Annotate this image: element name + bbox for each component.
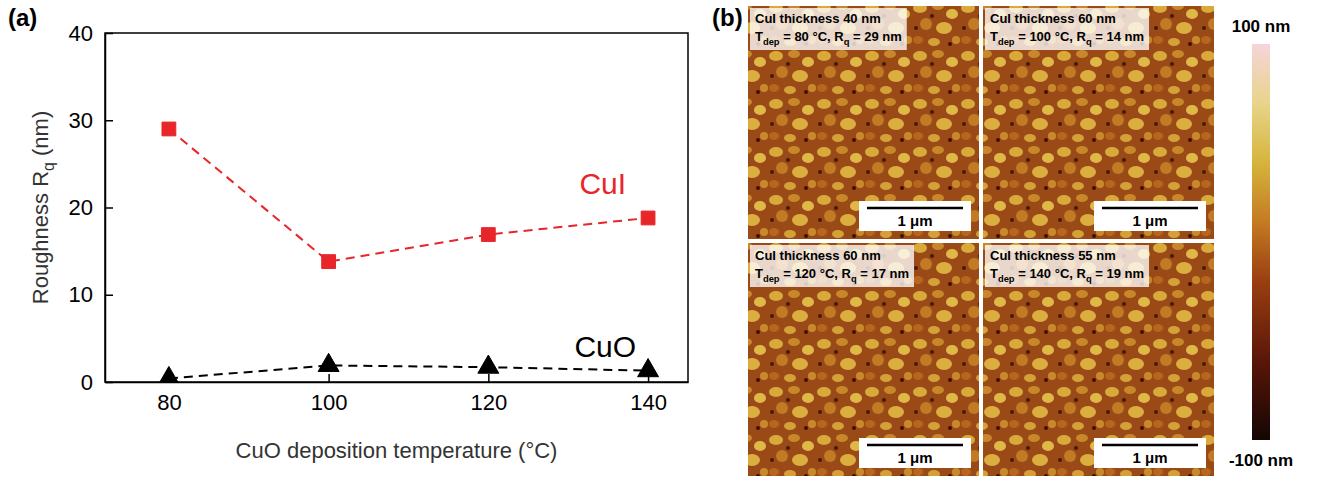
tick-label: 30: [69, 108, 93, 133]
marker: [318, 353, 339, 371]
scale-bar: [1102, 207, 1198, 210]
tick-mark: [105, 120, 113, 122]
tick: 10: [69, 282, 113, 307]
marker: [641, 211, 655, 225]
x-axis: 80 100 120 140: [106, 374, 689, 415]
figure: (a) 80 100 120 140 0 10 20 30 40 CuO deposition te…: [0, 0, 1320, 481]
panel-b: (b) CuI thickness 40 nm Tdep = 80 °C, Rq =…: [712, 4, 1293, 476]
tick-mark: [105, 207, 113, 209]
scale-bar-box: [1094, 201, 1206, 231]
image-label: Tdep = 100 °C, Rq = 14 nm: [990, 29, 1144, 47]
marker: [322, 255, 336, 269]
text-run: T: [990, 29, 998, 44]
subscript: dep: [998, 37, 1015, 47]
tick-label: 80: [157, 390, 181, 415]
afm-image-panel: CuI thickness 60 nm Tdep = 100 °C, Rq = 1…: [983, 6, 1214, 239]
label-box: [750, 8, 907, 50]
series-label: CuO: [574, 330, 636, 363]
panel-label: (a): [8, 4, 37, 31]
series-label: CuI: [579, 167, 626, 200]
text-run: = 100 °C, R: [1015, 29, 1087, 44]
scale-bar-box: [859, 438, 971, 468]
colorbar-label: -100 nm: [1229, 451, 1293, 470]
marker: [162, 122, 176, 136]
image-label: Tdep = 120 °C, Rq = 17 nm: [755, 266, 909, 284]
colorbar: [1252, 44, 1270, 440]
tick: 30: [69, 108, 113, 133]
series-line: [169, 129, 648, 262]
text-run: T: [755, 266, 763, 281]
tick-mark: [105, 295, 113, 297]
image-label: Tdep = 140 °C, Rq = 19 nm: [990, 266, 1144, 284]
scale-bar: [867, 444, 963, 447]
text-run: = 29 nm: [849, 29, 901, 44]
subscript: q: [40, 162, 57, 171]
afm-image: [748, 6, 979, 239]
afm-image: [748, 243, 979, 476]
text-run: = 80 °C, R: [780, 29, 845, 44]
scale-bar: [1102, 444, 1198, 447]
text-run: = 140 °C, R: [1015, 266, 1087, 281]
label-box: [985, 245, 1149, 287]
y-axis: 0 10 20 30 40: [69, 21, 113, 395]
series-line: [169, 365, 648, 378]
image-label: CuI thickness 60 nm: [755, 248, 881, 263]
text-run: T: [990, 266, 998, 281]
tick: 140: [630, 374, 667, 415]
tick-label: 0: [81, 370, 93, 395]
y-axis-title: Roughness Rq (nm): [28, 111, 57, 304]
text-run: Roughness R: [28, 171, 53, 304]
colorbar-label: 100 nm: [1232, 17, 1291, 36]
scale-bar-label: 1 μm: [1132, 212, 1167, 229]
scale-bar-box: [859, 201, 971, 231]
scale-bar-label: 1 μm: [1132, 449, 1167, 466]
plot-marks: [158, 122, 658, 382]
tick-mark: [328, 374, 330, 382]
tick-label: 120: [470, 390, 507, 415]
text-run: = 120 °C, R: [780, 266, 852, 281]
afm-image-panel: CuI thickness 60 nm Tdep = 120 °C, Rq = 1…: [748, 243, 979, 476]
x-axis-title: CuO deposition temperature (°C): [236, 438, 558, 463]
label-box: [985, 8, 1149, 50]
marker: [158, 366, 179, 382]
text-run: T: [755, 29, 763, 44]
subscript: dep: [998, 274, 1015, 284]
afm-image-panel: CuI thickness 55 nm Tdep = 140 °C, Rq = 1…: [983, 243, 1214, 476]
tick: 120: [470, 374, 507, 415]
tick-label: 20: [69, 195, 93, 220]
panel-label: (b): [712, 4, 743, 31]
text-run: = 19 nm: [1092, 266, 1144, 281]
subscript: dep: [763, 274, 780, 284]
text-run: = 14 nm: [1092, 29, 1144, 44]
panel-a: (a) 80 100 120 140 0 10 20 30 40 CuO deposition te…: [8, 4, 689, 463]
tick: 100: [311, 374, 348, 415]
scale-bar: [867, 207, 963, 210]
scale-bar-label: 1 μm: [897, 212, 932, 229]
afm-image-panel: CuI thickness 40 nm Tdep = 80 °C, Rq = 29…: [748, 6, 979, 239]
image-label: CuI thickness 40 nm: [755, 11, 881, 26]
afm-image: [983, 6, 1214, 239]
tick-label: 100: [311, 390, 348, 415]
tick-label: 40: [69, 21, 93, 46]
subscript: dep: [763, 37, 780, 47]
plot-frame: [105, 33, 688, 382]
text-run: = 17 nm: [857, 266, 909, 281]
label-box: [750, 245, 914, 287]
marker: [481, 228, 495, 242]
tick-label: 140: [630, 390, 667, 415]
text-run: (nm): [28, 111, 53, 162]
image-label: Tdep = 80 °C, Rq = 29 nm: [755, 29, 902, 47]
tick: 20: [69, 195, 113, 220]
afm-image: [983, 243, 1214, 476]
image-label: CuI thickness 60 nm: [990, 11, 1116, 26]
scale-bar-label: 1 μm: [897, 449, 932, 466]
marker: [478, 355, 499, 373]
tick-label: 10: [69, 282, 93, 307]
tick-mark: [488, 374, 490, 382]
image-label: CuI thickness 55 nm: [990, 248, 1116, 263]
scale-bar-box: [1094, 438, 1206, 468]
marker: [638, 359, 659, 377]
